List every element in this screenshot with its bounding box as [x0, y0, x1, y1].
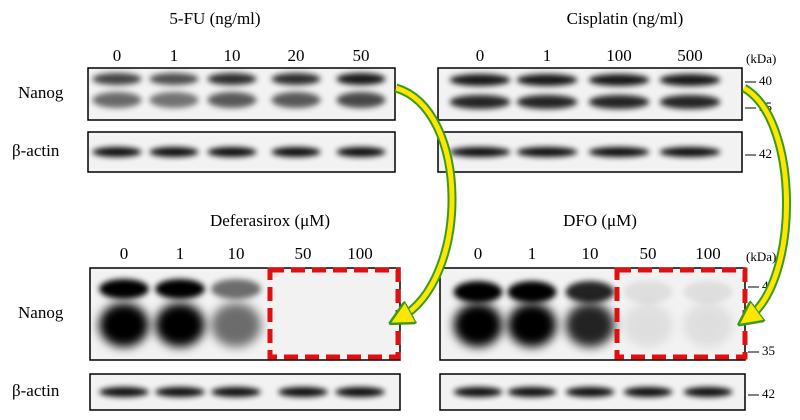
- band: [507, 387, 557, 397]
- row-label: Nanog: [18, 303, 64, 322]
- band: [449, 95, 511, 109]
- band: [207, 147, 257, 157]
- lane-label: 100: [695, 244, 721, 263]
- band: [453, 281, 503, 303]
- lane-label: 50: [640, 244, 657, 263]
- band: [588, 147, 650, 157]
- band: [336, 92, 386, 108]
- band: [453, 303, 503, 347]
- band: [336, 147, 386, 157]
- band: [683, 387, 733, 397]
- band: [207, 73, 257, 85]
- lane-label: 0: [113, 46, 122, 65]
- band: [271, 92, 321, 108]
- band: [99, 279, 149, 299]
- band: [659, 147, 721, 157]
- band: [565, 303, 615, 347]
- row-label: β-actin: [12, 141, 60, 160]
- band: [99, 387, 149, 397]
- kda-unit: (kDa): [746, 249, 776, 264]
- band: [516, 95, 578, 109]
- row-label: Nanog: [18, 83, 64, 102]
- lane-label: 100: [347, 244, 373, 263]
- band: [278, 387, 328, 397]
- band: [453, 387, 503, 397]
- kda-marker: 42: [759, 146, 772, 161]
- band: [683, 303, 733, 347]
- kda-marker: 42: [762, 386, 775, 401]
- lane-label: 1: [528, 244, 537, 263]
- kda-unit: (kDa): [746, 51, 776, 66]
- band: [271, 147, 321, 157]
- band: [211, 303, 261, 347]
- lane-label: 1: [170, 46, 179, 65]
- band: [623, 281, 673, 303]
- lane-label: 0: [120, 244, 129, 263]
- band: [507, 281, 557, 303]
- band: [207, 92, 257, 108]
- band: [211, 279, 261, 299]
- panel-title: Deferasirox (μM): [210, 211, 330, 230]
- band: [659, 74, 721, 86]
- lane-label: 50: [295, 244, 312, 263]
- band: [588, 95, 650, 109]
- lane-label: 1: [543, 46, 552, 65]
- lane-label: 1: [176, 244, 185, 263]
- band: [149, 73, 199, 85]
- band: [565, 281, 615, 303]
- lane-label: 100: [606, 46, 632, 65]
- band: [659, 95, 721, 109]
- kda-marker: 35: [762, 343, 775, 358]
- band: [149, 92, 199, 108]
- band: [516, 74, 578, 86]
- arrow: [744, 85, 789, 318]
- lane-label: 0: [476, 46, 485, 65]
- band: [149, 147, 199, 157]
- band: [507, 303, 557, 347]
- panel-title: 5-FU (ng/ml): [169, 9, 260, 28]
- lane-label: 10: [582, 244, 599, 263]
- panel-title: Cisplatin (ng/ml): [567, 9, 684, 28]
- band: [335, 387, 385, 397]
- lane-label: 20: [288, 46, 305, 65]
- band: [155, 303, 205, 347]
- lane-label: 500: [677, 46, 703, 65]
- band: [683, 281, 733, 303]
- band: [336, 73, 386, 85]
- band: [92, 92, 142, 108]
- band: [155, 279, 205, 299]
- band: [623, 303, 673, 347]
- lane-label: 0: [474, 244, 483, 263]
- band: [271, 73, 321, 85]
- band: [565, 387, 615, 397]
- row-label: β-actin: [12, 381, 60, 400]
- band: [92, 147, 142, 157]
- band: [516, 147, 578, 157]
- band: [92, 73, 142, 85]
- band: [155, 387, 205, 397]
- panel-title: DFO (μM): [563, 211, 637, 230]
- band: [623, 387, 673, 397]
- lane-label: 50: [353, 46, 370, 65]
- band: [211, 387, 261, 397]
- arrow: [396, 85, 455, 318]
- lane-label: 10: [228, 244, 245, 263]
- band: [588, 74, 650, 86]
- band: [449, 74, 511, 86]
- kda-marker: 40: [759, 73, 772, 88]
- lane-label: 10: [224, 46, 241, 65]
- band: [99, 303, 149, 347]
- band: [449, 147, 511, 157]
